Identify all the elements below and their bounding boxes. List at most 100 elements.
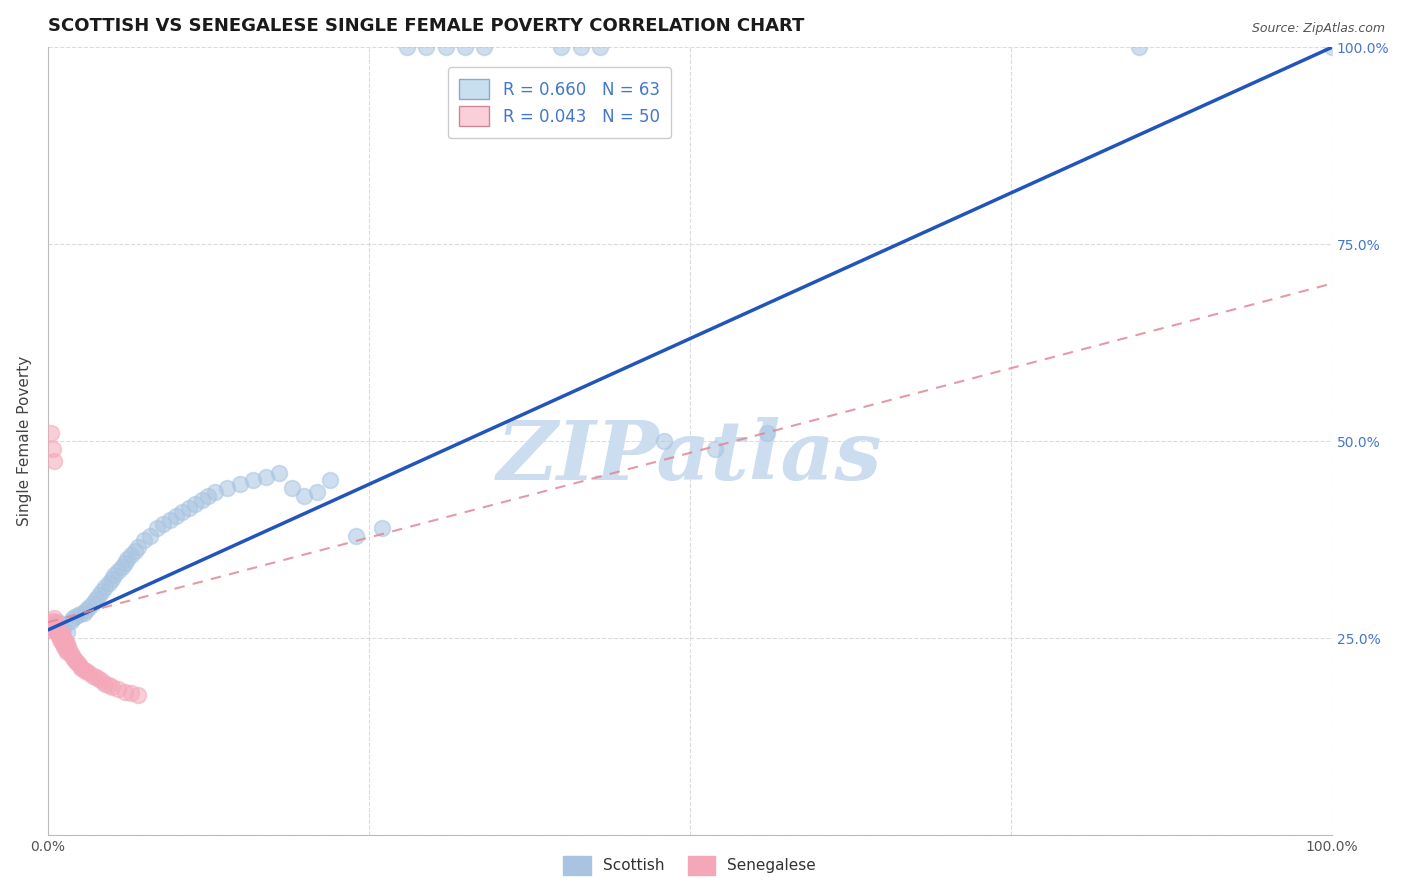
Point — [77, 666, 100, 681]
Point — [46, 622, 69, 636]
Point — [117, 552, 139, 566]
Legend: Scottish, Senegalese: Scottish, Senegalese — [555, 848, 824, 882]
Point — [204, 485, 226, 500]
Point — [229, 477, 252, 491]
Point — [172, 505, 194, 519]
Point — [42, 619, 65, 633]
Point — [46, 615, 69, 630]
Point — [69, 658, 91, 673]
Point — [107, 682, 129, 697]
Point — [42, 614, 65, 628]
Point — [434, 40, 457, 54]
Point — [49, 624, 72, 639]
Point — [48, 629, 70, 643]
Point — [472, 40, 495, 54]
Point — [294, 489, 316, 503]
Point — [396, 40, 419, 54]
Point — [65, 655, 87, 669]
Point — [124, 544, 146, 558]
Text: SCOTTISH VS SENEGALESE SINGLE FEMALE POVERTY CORRELATION CHART: SCOTTISH VS SENEGALESE SINGLE FEMALE POV… — [48, 17, 804, 35]
Point — [48, 623, 70, 637]
Point — [49, 616, 72, 631]
Point — [65, 609, 87, 624]
Point — [103, 568, 125, 582]
Point — [114, 684, 136, 698]
Point — [280, 481, 302, 495]
Point — [56, 624, 79, 639]
Point — [146, 521, 169, 535]
Text: Source: ZipAtlas.com: Source: ZipAtlas.com — [1251, 22, 1385, 36]
Point — [56, 645, 79, 659]
Point — [59, 614, 82, 628]
Point — [72, 606, 94, 620]
Point — [652, 434, 675, 449]
Point — [755, 426, 778, 441]
Point — [1128, 40, 1150, 54]
Point — [120, 686, 142, 700]
Point — [63, 653, 86, 667]
Point — [254, 469, 277, 483]
Point — [53, 640, 76, 655]
Point — [101, 680, 124, 694]
Point — [454, 40, 477, 54]
Point — [67, 657, 90, 671]
Point — [55, 635, 77, 649]
Point — [87, 672, 110, 686]
Point — [87, 588, 110, 602]
Point — [82, 596, 104, 610]
Point — [39, 623, 62, 637]
Point — [44, 616, 66, 631]
Point — [42, 611, 65, 625]
Point — [267, 466, 290, 480]
Point — [46, 627, 69, 641]
Point — [82, 669, 104, 683]
Point — [86, 591, 108, 606]
Point — [127, 688, 149, 702]
Point — [41, 619, 63, 633]
Point — [98, 678, 121, 692]
Point — [55, 642, 77, 657]
Point — [56, 637, 79, 651]
Point — [90, 674, 112, 689]
Point — [86, 670, 108, 684]
Point — [159, 513, 181, 527]
Point — [139, 528, 162, 542]
Point — [59, 647, 82, 661]
Point — [72, 663, 94, 677]
Point — [52, 622, 75, 636]
Point — [62, 650, 84, 665]
Point — [120, 549, 142, 563]
Point — [165, 508, 187, 523]
Point — [569, 40, 592, 54]
Point — [49, 632, 72, 647]
Point — [51, 635, 73, 649]
Point — [45, 624, 67, 639]
Point — [344, 528, 367, 542]
Point — [242, 474, 264, 488]
Point — [94, 676, 117, 690]
Point — [56, 640, 79, 655]
Point — [58, 642, 80, 657]
Point — [42, 616, 65, 631]
Point — [41, 426, 63, 441]
Point — [190, 493, 212, 508]
Point — [415, 40, 437, 54]
Point — [44, 623, 66, 637]
Point — [114, 556, 136, 570]
Text: ZIPatlas: ZIPatlas — [496, 417, 883, 497]
Point — [111, 560, 134, 574]
Point — [90, 583, 112, 598]
Point — [107, 564, 129, 578]
Point — [60, 648, 83, 663]
Point — [370, 521, 392, 535]
Point — [550, 40, 572, 54]
Point — [69, 607, 91, 622]
Point — [197, 489, 219, 503]
Point — [70, 661, 93, 675]
Point — [704, 442, 727, 456]
Point — [62, 611, 84, 625]
Point — [42, 615, 65, 630]
Point — [53, 632, 76, 647]
Point — [152, 516, 174, 531]
Point — [307, 485, 329, 500]
